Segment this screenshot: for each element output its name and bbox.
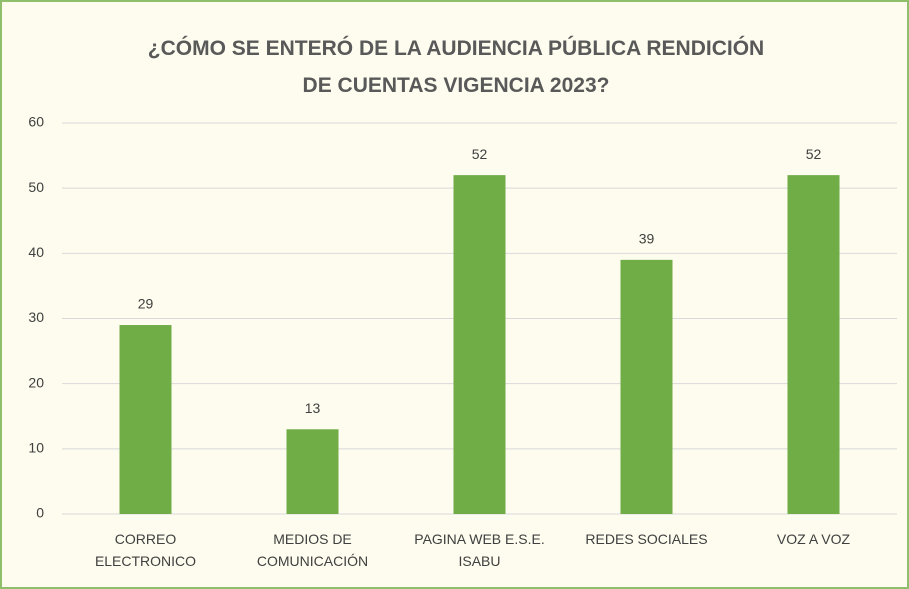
x-tick-label: CORREO ELECTRONICO <box>94 531 197 569</box>
x-tick-label: VOZ A VOZ <box>776 531 851 547</box>
x-tick-label: MEDIOS DE COMUNICACIÓN <box>256 531 369 569</box>
y-tick-label: 50 <box>28 179 44 195</box>
y-tick-label: 10 <box>28 440 44 456</box>
x-tick-label: PAGINA WEB E.S.E. ISABU <box>414 531 545 569</box>
x-tick-label: REDES SOCIALES <box>585 531 708 547</box>
data-label: 52 <box>806 146 822 162</box>
bar <box>119 325 172 514</box>
bar <box>286 429 339 514</box>
y-tick-label: 30 <box>28 309 44 325</box>
data-label: 13 <box>305 400 321 416</box>
y-tick-label: 60 <box>28 114 44 130</box>
bar <box>620 259 673 514</box>
data-label: 52 <box>472 146 488 162</box>
data-label: 39 <box>639 231 655 247</box>
chart-title: ¿CÓMO SE ENTERÓ DE LA AUDIENCIA PÚBLICA … <box>147 37 765 97</box>
y-tick-label: 0 <box>36 505 44 521</box>
y-tick-label: 40 <box>28 244 44 260</box>
data-label: 29 <box>138 296 154 312</box>
bar <box>787 175 840 514</box>
y-tick-label: 20 <box>28 374 44 390</box>
bar <box>453 175 506 514</box>
